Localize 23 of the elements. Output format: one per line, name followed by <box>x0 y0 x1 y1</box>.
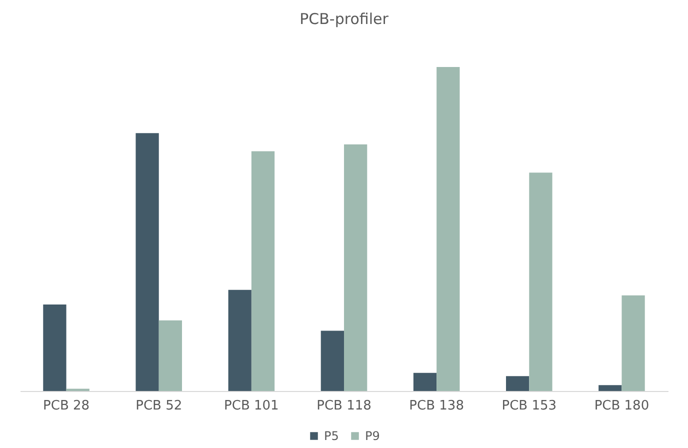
bar <box>506 376 530 391</box>
bar <box>413 372 437 391</box>
x-tick-label: PCB 101 <box>224 398 279 414</box>
x-tick-label: PCB 28 <box>43 398 90 414</box>
x-tick-label: PCB 52 <box>136 398 182 414</box>
bar <box>228 290 252 391</box>
legend-label: P9 <box>365 429 380 443</box>
bar <box>136 133 159 391</box>
bar <box>598 385 622 391</box>
bar <box>436 67 460 391</box>
bar <box>251 151 275 391</box>
legend-label: P5 <box>324 429 339 443</box>
bar <box>344 144 368 391</box>
bar <box>320 330 344 391</box>
bar <box>43 304 66 391</box>
x-tick-label: PCB 180 <box>594 398 650 414</box>
x-tick-label: PCB 138 <box>409 398 464 414</box>
bar <box>158 320 182 391</box>
x-tick-label: PCB 118 <box>316 398 372 414</box>
bar <box>622 295 645 391</box>
bar <box>529 172 552 391</box>
chart-title: PCB-profiler <box>300 10 390 28</box>
x-tick-label: PCB 153 <box>502 398 557 414</box>
